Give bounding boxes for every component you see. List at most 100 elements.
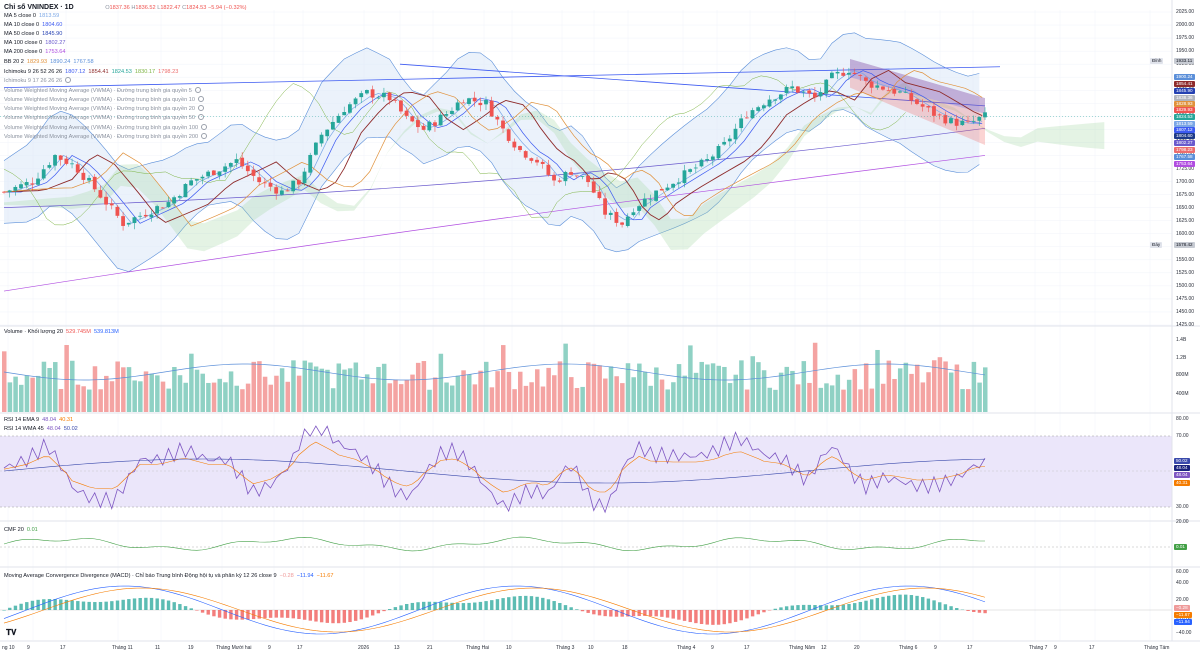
time-axis-label: 12	[821, 645, 827, 651]
volume-bar	[126, 367, 132, 412]
cmf-pane[interactable]	[0, 536, 1172, 552]
visibility-icon[interactable]	[197, 105, 204, 111]
legend-vwma-50[interactable]: Volume Weighted Moving Average (VWMA) · …	[4, 114, 204, 123]
legend-macd[interactable]: Moving Average Convergence Divergence (M…	[4, 573, 334, 579]
volume-bar	[778, 372, 784, 412]
ma20-line	[3, 70, 983, 227]
legend-cmf[interactable]: CMF 20 0.01	[4, 527, 38, 533]
visibility-icon[interactable]	[65, 77, 72, 83]
candle	[382, 92, 386, 98]
candle	[971, 120, 976, 122]
visibility-icon[interactable]	[201, 124, 208, 130]
time-axis-label: 17	[297, 645, 303, 651]
candle	[603, 198, 607, 215]
volume-bar	[671, 382, 676, 412]
volume-bar	[347, 368, 353, 412]
candle	[308, 154, 313, 173]
candle	[58, 155, 63, 160]
volume-pane[interactable]	[2, 342, 988, 412]
candle	[716, 146, 721, 159]
candle	[540, 161, 545, 164]
macd-histogram-bar	[518, 595, 522, 610]
legend-ma10[interactable]: MA 10 close 0 1804.60	[4, 22, 63, 28]
candle	[143, 214, 148, 217]
legend-rsi-wma[interactable]: RSI 14 WMA 45 48.04 50.02	[4, 426, 78, 432]
volume-bar	[7, 382, 13, 412]
volume-bar	[597, 365, 602, 412]
macd-histogram-bar	[558, 602, 562, 610]
legend-vwma-20[interactable]: Volume Weighted Moving Average (VWMA) · …	[4, 105, 204, 114]
legend-vwma-5[interactable]: Volume Weighted Moving Average (VWMA) · …	[4, 87, 201, 96]
macd-histogram-bar	[110, 601, 114, 610]
volume-bar	[863, 363, 869, 412]
macd-histogram-bar	[161, 599, 165, 610]
candle	[461, 102, 466, 104]
volume-bar	[518, 371, 523, 412]
legend-ichimoku-2[interactable]: Ichimoku 9 17 26 26 26	[4, 77, 72, 86]
candle	[285, 190, 290, 192]
volume-bar	[591, 363, 597, 412]
macd-histogram-bar	[467, 602, 471, 610]
legend-bb[interactable]: BB 20 2 1829.93 1890.24 1767.58	[4, 59, 94, 65]
candle	[296, 180, 301, 185]
rsi-axis-label: 20.00	[1176, 519, 1189, 525]
legend-ma5[interactable]: MA 5 close 0 1813.59	[4, 13, 60, 19]
visibility-icon[interactable]	[201, 133, 208, 139]
candle	[943, 115, 948, 124]
macd-histogram-bar	[784, 606, 789, 610]
rsi-pane[interactable]	[0, 425, 1172, 514]
volume-ma-line	[3, 363, 986, 381]
candle	[932, 106, 936, 116]
legend-ma50[interactable]: MA 50 close 0 1845.90	[4, 31, 63, 37]
symbol-legend[interactable]: Chỉ số VNINDEX · 1D O1837.36 H1836.52 L1…	[4, 3, 247, 13]
volume-bar	[971, 361, 977, 412]
volume-bar	[262, 376, 268, 412]
legend-vwma-10[interactable]: Volume Weighted Moving Average (VWMA) · …	[4, 96, 204, 105]
legend-rsi-ema[interactable]: RSI 14 EMA 9 48.04 40.31	[4, 417, 74, 423]
macd-histogram-bar	[722, 610, 726, 625]
price-pane[interactable]	[0, 32, 1172, 292]
macd-histogram-bar	[580, 610, 585, 612]
candle	[529, 158, 534, 161]
macd-histogram-bar	[835, 605, 840, 610]
macd-pane[interactable]	[0, 585, 1172, 635]
legend-vwma-200[interactable]: Volume Weighted Moving Average (VWMA) · …	[4, 133, 208, 142]
visibility-icon[interactable]	[197, 114, 204, 120]
legend-vwma-100[interactable]: Volume Weighted Moving Average (VWMA) · …	[4, 124, 208, 133]
volume-bar	[325, 369, 330, 412]
price-extreme-label: Đáy	[1150, 242, 1163, 248]
macd-histogram-bar	[949, 606, 953, 610]
volume-bar	[914, 364, 920, 412]
macd-histogram-bar	[223, 610, 227, 619]
candle	[495, 116, 500, 120]
legend-ichimoku-1[interactable]: Ichimoku 9 26 52 26 26 1807.12 1854.41 1824…	[4, 69, 179, 75]
time-axis-label: 17	[744, 645, 750, 651]
candle	[898, 91, 902, 93]
legend-ma200[interactable]: MA 200 close 0 1753.64	[4, 49, 66, 55]
macd-histogram-bar	[841, 604, 846, 610]
legend-ma100[interactable]: MA 100 close 0 1802.27	[4, 40, 66, 46]
volume-bar	[841, 389, 846, 412]
volume-bar	[308, 362, 313, 412]
volume-bar	[478, 370, 483, 412]
visibility-icon[interactable]	[194, 87, 201, 93]
visibility-icon[interactable]	[197, 96, 204, 102]
volume-bar	[983, 367, 988, 412]
rsi-wma-line	[3, 458, 986, 484]
legend-volume[interactable]: Volume · Khối lượng 20 529.745M 539.813M	[4, 329, 119, 335]
candle	[251, 169, 256, 176]
candle	[149, 214, 154, 218]
macd-histogram-bar	[263, 610, 267, 619]
macd-histogram-bar	[178, 604, 182, 610]
ohlc-readout: O1837.36 H1836.52 L1822.47 C1824.53 −5.9…	[105, 5, 247, 11]
macd-tag: −11.94	[1174, 619, 1192, 625]
pane-separators	[0, 0, 1200, 642]
volume-bar	[240, 389, 245, 412]
macd-histogram-bar	[529, 596, 534, 610]
macd-histogram-bar	[319, 610, 324, 623]
macd-histogram-bar	[274, 610, 278, 618]
candle	[138, 215, 142, 217]
macd-histogram-bar	[387, 609, 392, 610]
candle	[98, 190, 103, 198]
